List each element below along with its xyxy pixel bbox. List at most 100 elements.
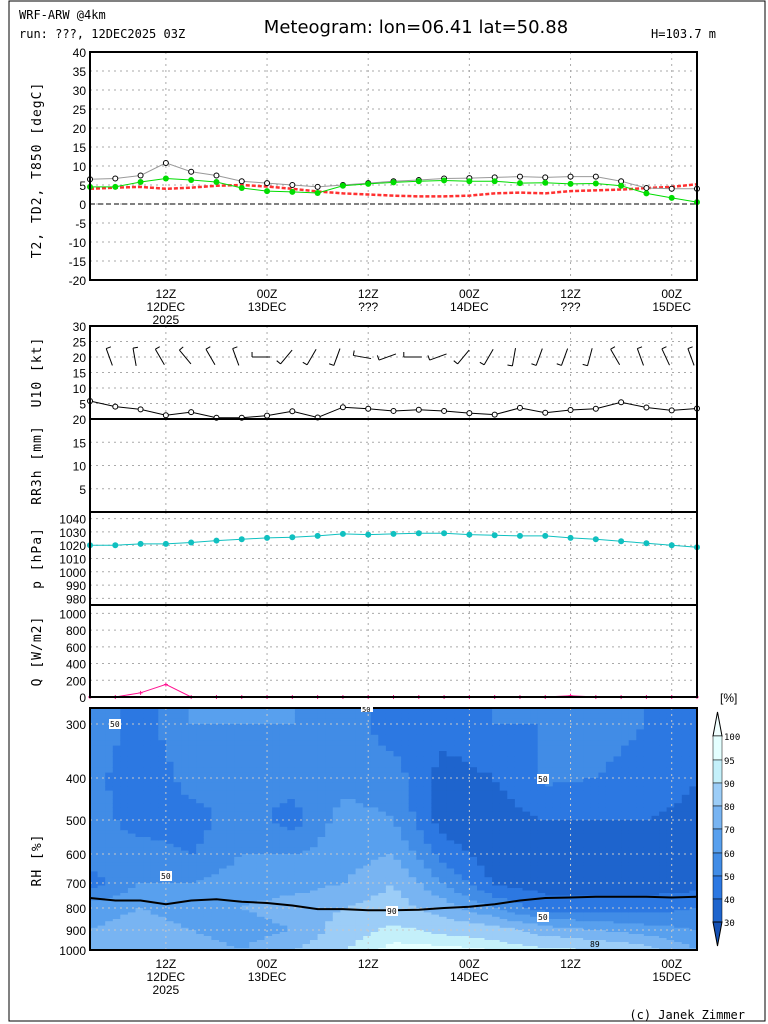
rh-cell	[439, 868, 448, 872]
rh-cell	[439, 850, 448, 855]
rh-cell	[484, 885, 493, 889]
rh-cell	[226, 826, 235, 831]
rh-cell	[317, 932, 326, 935]
rh-cell	[355, 729, 364, 736]
rh-cell	[378, 807, 387, 813]
rh-cell	[188, 903, 197, 907]
rh-cell	[287, 724, 296, 730]
rh-cell	[461, 756, 470, 763]
rh-cell	[165, 940, 175, 943]
rh-cell	[256, 826, 266, 831]
rh-cell	[545, 826, 554, 831]
rh-cell	[568, 794, 577, 800]
rh-cell	[211, 811, 220, 817]
rh-cell	[454, 932, 463, 935]
rh-cell	[105, 921, 114, 924]
rh-cell	[423, 847, 432, 852]
rh-cell	[249, 811, 258, 817]
rh-cell	[90, 807, 99, 813]
rh-cell	[530, 938, 539, 941]
rh-cell	[279, 923, 288, 927]
rh-cell	[188, 756, 197, 763]
rh-cell	[408, 905, 417, 909]
rh-cell	[127, 724, 137, 730]
rh-cell	[507, 767, 516, 774]
rh-cell	[196, 919, 205, 922]
rh-cell	[234, 761, 243, 768]
rh-cell	[598, 761, 607, 768]
rh-cell	[287, 756, 296, 763]
rh-cell	[272, 883, 281, 887]
rh-cell	[469, 767, 478, 774]
rh-cell	[332, 890, 341, 894]
rh-cell	[287, 850, 296, 855]
rh-cell	[211, 840, 220, 845]
rh-cell	[575, 850, 584, 855]
rh-cell	[416, 734, 425, 741]
rh-cell	[97, 868, 106, 872]
rh-cell	[477, 837, 486, 841]
rh-cell	[203, 782, 212, 787]
rh-cell	[120, 900, 129, 904]
rh-cell	[423, 883, 432, 887]
rh-cell	[249, 820, 258, 824]
rh-cell	[605, 745, 615, 752]
rh-cell	[241, 908, 250, 911]
rh-cell	[340, 837, 349, 841]
rh-cell	[226, 837, 235, 841]
rh-cell	[226, 745, 235, 752]
rh-cell	[568, 823, 577, 828]
rh-cell	[393, 840, 402, 845]
rh-cell	[332, 729, 341, 736]
rh-cell	[264, 877, 273, 881]
rh-cell	[310, 837, 319, 841]
rh-cell	[560, 862, 569, 867]
rh-cell	[461, 923, 470, 927]
rh-cell	[423, 946, 432, 949]
rh-cell	[461, 786, 470, 792]
rh-cell	[598, 900, 607, 904]
rh-cell	[120, 940, 129, 943]
rh-cell	[112, 790, 121, 796]
rh-cell	[256, 718, 266, 725]
rh-cell	[446, 778, 455, 783]
rh-cell	[355, 940, 364, 943]
rh-cell	[340, 843, 349, 848]
rh-cell	[241, 910, 250, 913]
rh-cell	[530, 932, 539, 935]
rh-cell	[575, 833, 584, 838]
rh-cell	[158, 942, 167, 945]
rh-cell	[294, 944, 304, 947]
rh-cell	[514, 811, 524, 817]
rh-cell	[188, 865, 197, 870]
rh-cell	[370, 859, 379, 864]
rh-cell	[492, 843, 501, 848]
rh-cell	[143, 934, 152, 937]
rh-cell	[181, 815, 190, 821]
rh-cell	[431, 865, 440, 870]
rh-cell	[211, 713, 220, 720]
rh-cell	[431, 751, 440, 757]
rh-cell	[127, 895, 137, 899]
rh-cell	[378, 847, 387, 852]
rh-cell	[120, 833, 129, 838]
rh-cell	[446, 885, 455, 889]
rh-cell	[294, 840, 304, 845]
rh-cell	[568, 916, 577, 920]
rh-cell	[196, 815, 205, 821]
rh-cell	[568, 815, 577, 821]
rh-cell	[294, 815, 304, 821]
rh-cell	[112, 745, 121, 752]
rh-cell	[408, 718, 417, 725]
rh-cell	[484, 871, 493, 875]
rh-cell	[552, 914, 561, 918]
rh-cell	[196, 854, 205, 858]
rh-cell	[340, 833, 349, 838]
rh-cell	[401, 914, 410, 918]
rh-cell	[302, 865, 311, 870]
rh-cell	[545, 840, 554, 845]
rh-cell	[143, 885, 152, 889]
rh-cell	[310, 707, 319, 714]
rh-cell	[484, 927, 493, 931]
rh-cell	[583, 938, 592, 941]
